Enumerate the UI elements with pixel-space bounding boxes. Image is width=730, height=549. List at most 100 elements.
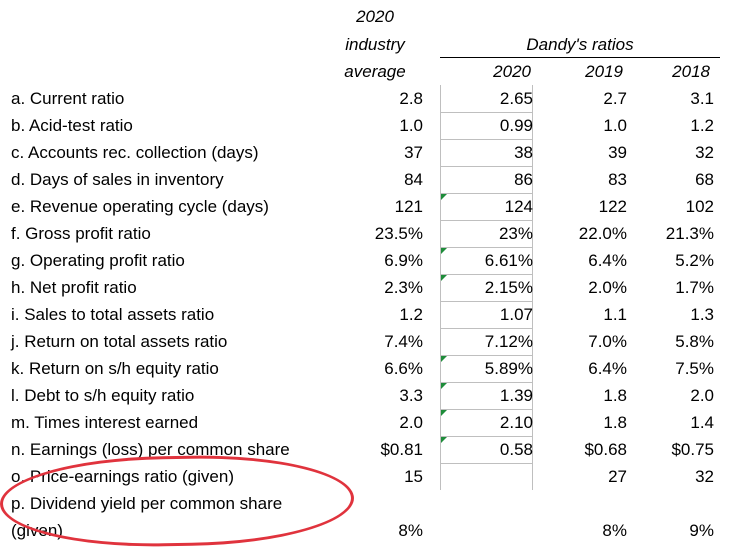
table-row: a. Current ratio 2.8 2.65 2.7 3.1 (0, 85, 730, 113)
cell-2020-gridline (440, 274, 533, 275)
value-2018: 32 (695, 467, 714, 486)
year-header-2019: 2019 (585, 62, 623, 81)
row-label: c. Accounts rec. collection (days) (11, 143, 259, 162)
value-2018: 2.0 (690, 386, 714, 405)
green-comment-indicator (441, 437, 447, 443)
cell-2020-gridline (440, 301, 533, 302)
table-row: e. Revenue operating cycle (days) 121 124 1… (0, 193, 730, 221)
industry-average-value: $0.81 (380, 440, 423, 459)
row-label: m. Times interest earned (11, 413, 199, 432)
value-2018: 1.3 (690, 305, 714, 324)
cell-2020-gridline (440, 220, 533, 221)
industry-average-value: 84 (404, 170, 423, 189)
industry-average-value: 2.0 (399, 413, 423, 432)
value-2020: 6.61% (484, 251, 533, 270)
value-2019: 1.0 (603, 116, 627, 135)
industry-header-line1: 2020 (356, 7, 394, 26)
row-label: b. Acid-test ratio (11, 116, 133, 135)
value-2020: 2.65 (499, 89, 533, 108)
industry-average-value: 1.2 (399, 305, 423, 324)
cell-2020-gridline (440, 328, 533, 329)
industry-average-value: 8% (398, 521, 423, 540)
dandy-ratios-title: Dandy's ratios (526, 35, 634, 54)
value-2019: 27 (608, 467, 627, 486)
table-row: m. Times interest earned 2.0 2.10 1.8 1.4 (0, 409, 730, 437)
row-label: d. Days of sales in inventory (11, 170, 224, 189)
value-2019: 122 (598, 197, 627, 216)
value-2020: 124 (504, 197, 533, 216)
industry-average-value: 1.0 (399, 116, 423, 135)
industry-average-value: 7.4% (384, 332, 423, 351)
value-2019: 1.1 (603, 305, 627, 324)
value-2019: 7.0% (588, 332, 627, 351)
table-row: (given) 8% 8% 9% (0, 517, 730, 544)
row-label: j. Return on total assets ratio (11, 332, 228, 351)
cell-2020-border (440, 436, 533, 463)
industry-average-value: 6.9% (384, 251, 423, 270)
green-comment-indicator (441, 383, 447, 389)
value-2020: 1.07 (499, 305, 533, 324)
cell-2020-gridline (440, 436, 533, 437)
cell-2020-gridline (440, 139, 533, 140)
value-2020: 38 (514, 143, 533, 162)
row-label: l. Debt to s/h equity ratio (11, 386, 195, 405)
industry-average-value: 6.6% (384, 359, 423, 378)
green-comment-indicator (441, 410, 447, 416)
cell-2020-border (440, 85, 533, 112)
cell-2020-border (440, 220, 533, 247)
cell-2020-gridline (440, 409, 533, 410)
value-2019: 2.7 (603, 89, 627, 108)
value-2020: 86 (514, 170, 533, 189)
value-2018: 1.4 (690, 413, 714, 432)
value-2020: 1.39 (499, 386, 533, 405)
value-2019: 83 (608, 170, 627, 189)
cell-2020-border (440, 328, 533, 355)
value-2020: 0.99 (499, 116, 533, 135)
value-2019: 39 (608, 143, 627, 162)
cell-2020-border (440, 355, 533, 382)
green-comment-indicator (441, 194, 447, 200)
industry-average-value: 23.5% (374, 224, 423, 243)
row-label: k. Return on s/h equity ratio (11, 359, 219, 378)
value-2020: 2.15% (484, 278, 533, 297)
row-label: h. Net profit ratio (11, 278, 137, 297)
row-label: a. Current ratio (11, 89, 125, 108)
industry-average-value: 3.3 (399, 386, 423, 405)
table-row: n. Earnings (loss) per common share $0.81… (0, 436, 730, 464)
table-row: h. Net profit ratio 2.3% 2.15% 2.0% 1.7% (0, 274, 730, 302)
industry-average-value: 15 (404, 467, 423, 486)
table-row: c. Accounts rec. collection (days) 37 38 39… (0, 139, 730, 167)
table-row: p. Dividend yield per common share (0, 490, 730, 517)
table-row: g. Operating profit ratio 6.9% 6.61% 6.4% 5.… (0, 247, 730, 275)
year-header-2018: 2018 (672, 62, 710, 81)
table-row: b. Acid-test ratio 1.0 0.99 1.0 1.2 (0, 112, 730, 140)
row-label: n. Earnings (loss) per common share (11, 440, 290, 459)
value-2018: 5.2% (675, 251, 714, 270)
value-2019: 2.0% (588, 278, 627, 297)
row-label: p. Dividend yield per common share (11, 494, 283, 513)
value-2019: 8% (602, 521, 627, 540)
cell-2020-gridline (440, 193, 533, 194)
cell-2020-border (440, 139, 533, 166)
table-row: f. Gross profit ratio 23.5% 23% 22.0% 21.3% (0, 220, 730, 248)
cell-2020-gridline (440, 463, 533, 464)
cell-2020-border (440, 193, 533, 220)
table-row: d. Days of sales in inventory 84 86 83 68 (0, 166, 730, 194)
year-header-2020: 2020 (493, 62, 531, 81)
row-label: f. Gross profit ratio (11, 224, 151, 243)
value-2018: 5.8% (675, 332, 714, 351)
value-2019: 1.8 (603, 386, 627, 405)
value-2018: 32 (695, 143, 714, 162)
industry-average-value: 2.3% (384, 278, 423, 297)
value-2018: 3.1 (690, 89, 714, 108)
value-2018: 7.5% (675, 359, 714, 378)
industry-average-value: 2.8 (399, 89, 423, 108)
cell-2020-border (440, 166, 533, 193)
value-2018: $0.75 (671, 440, 714, 459)
value-2018: 68 (695, 170, 714, 189)
cell-2020-gridline (440, 355, 533, 356)
table-row: l. Debt to s/h equity ratio 3.3 1.39 1.8 2.0 (0, 382, 730, 410)
row-label: i. Sales to total assets ratio (11, 305, 215, 324)
industry-header-line2: industry (345, 35, 405, 54)
value-2020: 7.12% (484, 332, 533, 351)
